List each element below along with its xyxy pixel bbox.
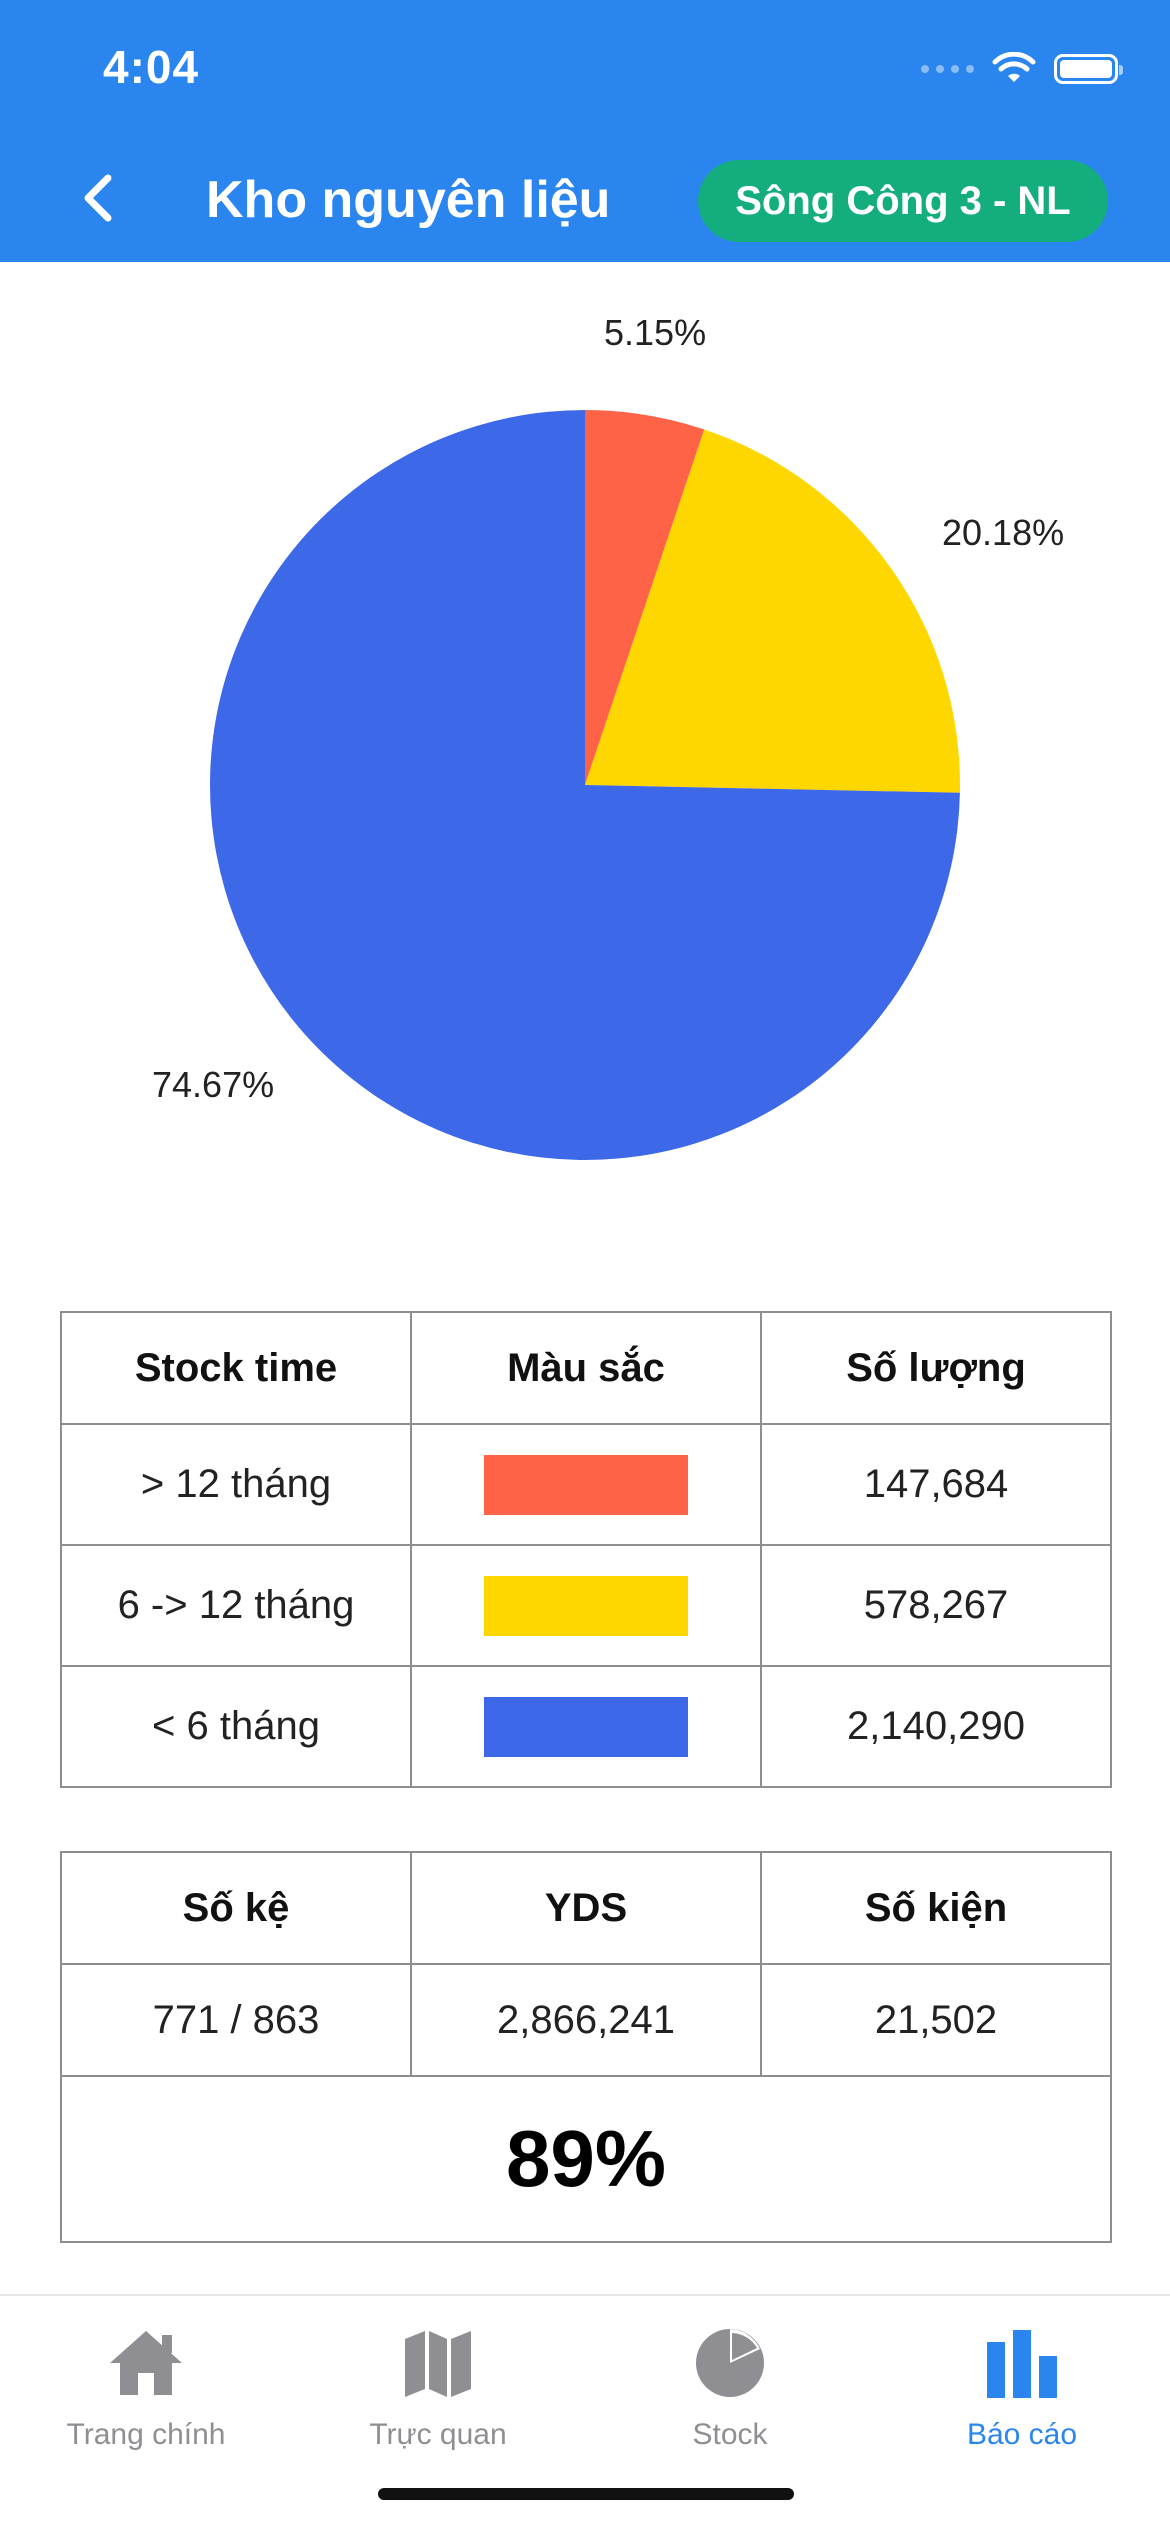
tab-label: Báo cáo [966, 2418, 1078, 2451]
back-button[interactable] [70, 168, 130, 228]
color-cell [410, 1665, 762, 1788]
color-cell [410, 1544, 762, 1667]
stock-time-label: > 12 tháng [60, 1423, 412, 1546]
table-header-row: Stock time Màu sắc Số lượng [60, 1311, 1112, 1425]
quantity-value: 2,140,290 [760, 1665, 1112, 1788]
header-bar: 4:04 Kho nguyên liệu Sông Công 3 - NL [0, 0, 1170, 262]
table-row: > 12 tháng 147,684 [60, 1423, 1112, 1546]
page-title: Kho nguyên liệu [206, 171, 611, 229]
table-row: < 6 tháng 2,140,290 [60, 1665, 1112, 1788]
pie-chart-icon [696, 2329, 764, 2397]
tab-report[interactable]: Báo cáo [876, 2318, 1168, 2452]
color-swatch [484, 1696, 688, 1757]
table-row: 771 / 863 2,866,241 21,502 [60, 1963, 1112, 2077]
summary-table: Số kệ YDS Số kiện 771 / 863 2,866,241 21… [60, 1851, 1112, 2243]
tab-visual[interactable]: Trực quan [292, 2318, 584, 2452]
tab-home[interactable]: Trang chính [0, 2318, 292, 2452]
package-count-value: 21,502 [760, 1963, 1112, 2077]
column-header: Số lượng [760, 1311, 1112, 1425]
pie-slice-label: 74.67% [152, 1064, 275, 1105]
pie-slice [209, 410, 960, 1160]
site-selector-button[interactable]: Sông Công 3 - NL [698, 160, 1108, 242]
table-row: 6 -> 12 tháng 578,267 [60, 1544, 1112, 1667]
yds-value: 2,866,241 [410, 1963, 762, 2077]
color-swatch [484, 1454, 688, 1515]
quantity-value: 578,267 [760, 1544, 1112, 1667]
percent-cell: 89% [60, 2075, 1112, 2243]
tab-stock[interactable]: Stock [584, 2318, 876, 2452]
usage-percent: 89% [505, 2114, 667, 2203]
column-header: Màu sắc [410, 1311, 762, 1425]
home-indicator [378, 2488, 794, 2500]
tab-label: Trực quan [369, 2418, 507, 2451]
stock-time-table: Stock time Màu sắc Số lượng > 12 tháng 1… [60, 1311, 1112, 1788]
quantity-value: 147,684 [760, 1423, 1112, 1546]
column-header: Stock time [60, 1311, 412, 1425]
tab-label: Stock [692, 2418, 768, 2451]
stock-time-label: 6 -> 12 tháng [60, 1544, 412, 1667]
stock-time-label: < 6 tháng [60, 1665, 412, 1788]
bottom-tab-bar: Trang chính Trực quan Stock [0, 2294, 1170, 2534]
column-header: YDS [410, 1851, 762, 1965]
tab-label: Trang chính [66, 2418, 226, 2451]
wifi-icon [992, 52, 1036, 82]
status-time: 4:04 [103, 41, 200, 93]
pie-slice-label: 5.15% [604, 312, 707, 353]
bar-chart-icon [987, 2330, 1057, 2398]
shelf-count-value: 771 / 863 [60, 1963, 412, 2077]
table-row: 89% [60, 2075, 1112, 2243]
pie-chart-svg [209, 410, 960, 1160]
stock-pie-chart: 5.15% 20.18% 74.67% [0, 262, 1170, 1262]
cellular-signal-icon [921, 65, 974, 73]
home-icon [110, 2331, 182, 2395]
color-swatch [484, 1575, 688, 1636]
column-header: Số kệ [60, 1851, 412, 1965]
battery-icon [1054, 54, 1123, 84]
pie-slice-label: 20.18% [942, 512, 1065, 553]
pie-slice [585, 410, 705, 785]
status-indicators [921, 52, 1123, 86]
color-cell [410, 1423, 762, 1546]
column-header: Số kiện [760, 1851, 1112, 1965]
table-header-row: Số kệ YDS Số kiện [60, 1851, 1112, 1965]
map-icon [405, 2331, 471, 2397]
pie-slice [585, 429, 960, 793]
